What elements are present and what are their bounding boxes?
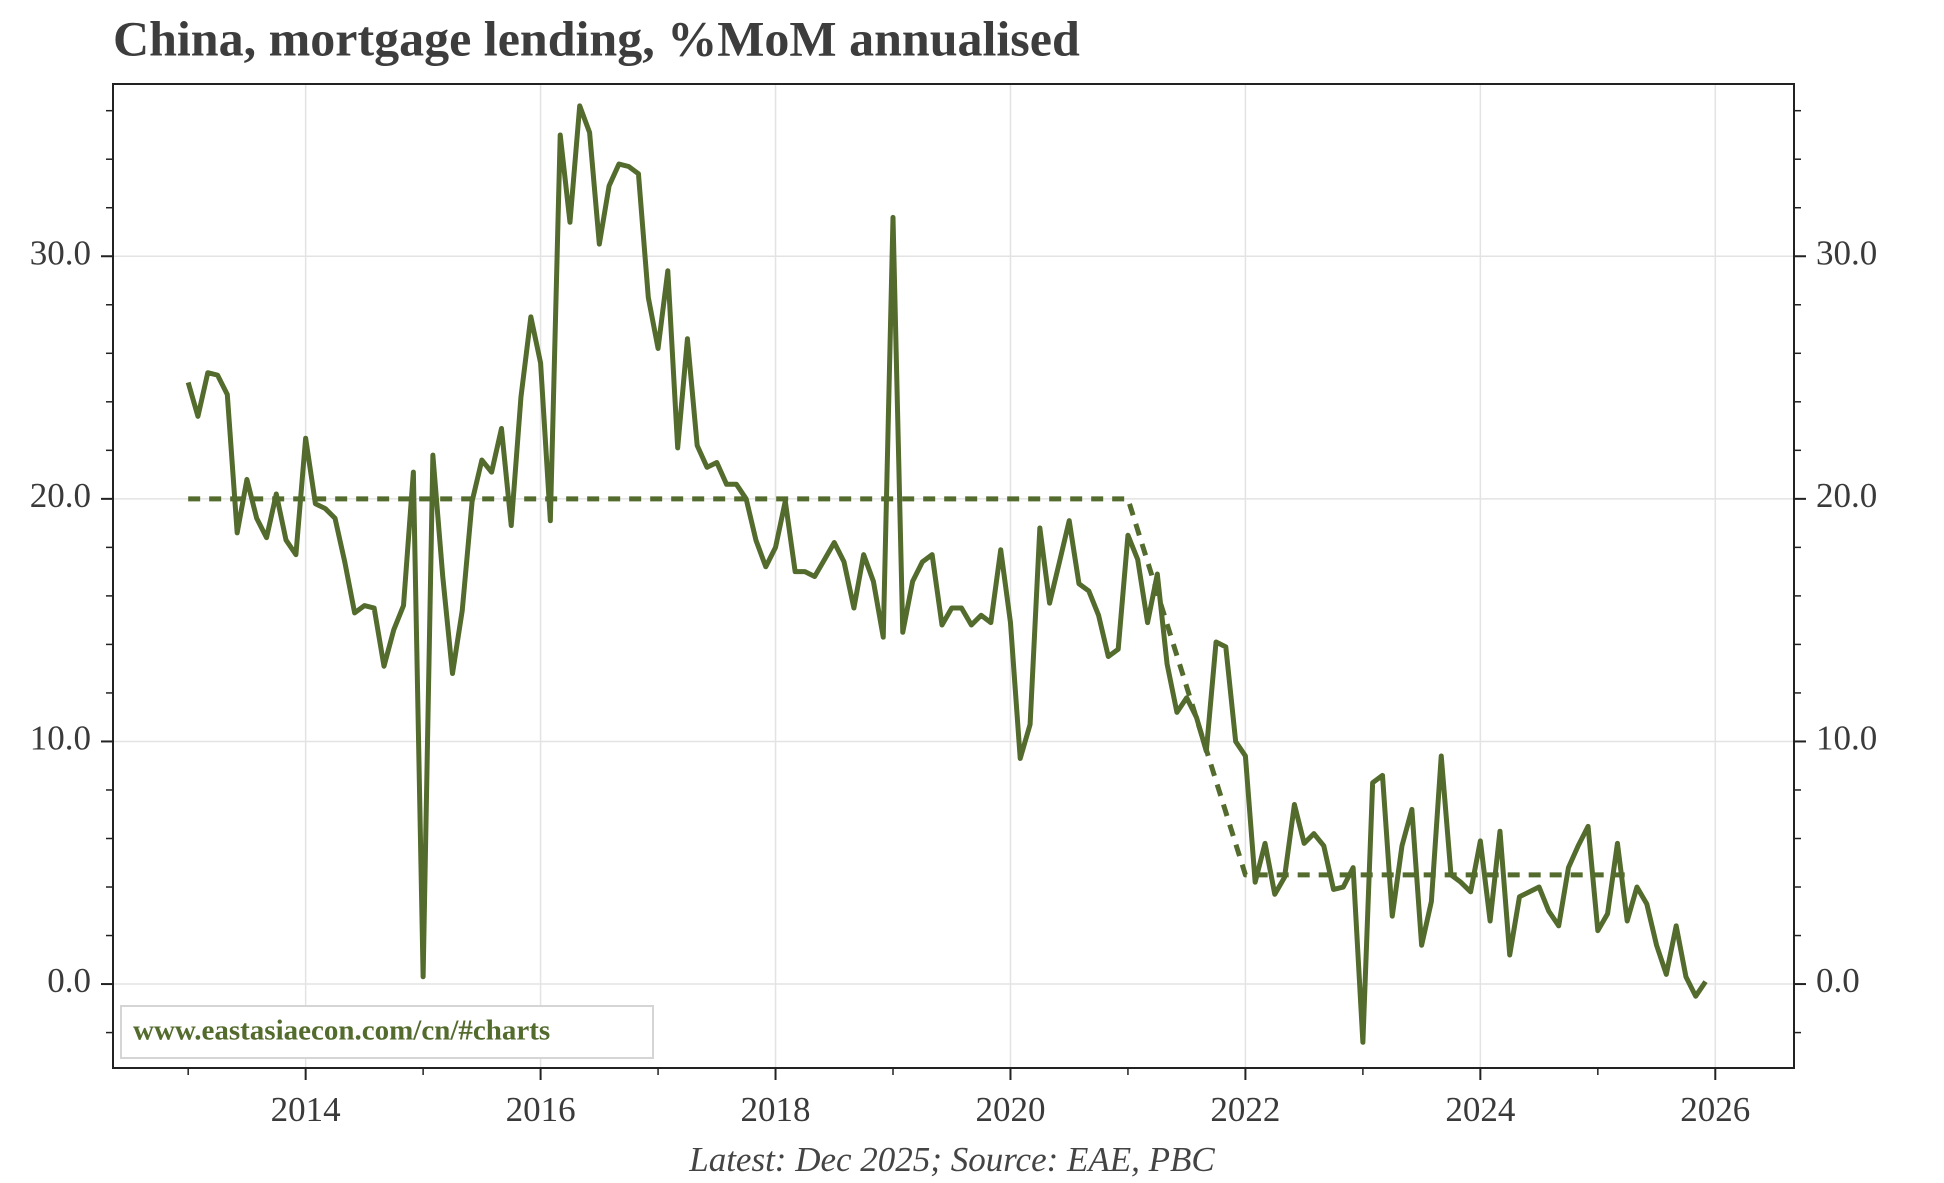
plot-frame — [112, 83, 1795, 1069]
x-tick-label: 2014 — [271, 1090, 341, 1129]
y-tick-label-right: 30.0 — [1816, 233, 1877, 272]
x-tick-label: 2026 — [1680, 1090, 1750, 1129]
y-tick-label-right: 20.0 — [1816, 476, 1877, 515]
x-tick-label: 2024 — [1445, 1090, 1515, 1129]
y-tick-label: 30.0 — [30, 233, 91, 272]
x-tick-label: 2020 — [975, 1090, 1045, 1129]
x-tick-label: 2022 — [1210, 1090, 1280, 1129]
chart-title: China, mortgage lending, %MoM annualised — [113, 10, 1080, 66]
trend-line — [188, 496, 1628, 878]
watermark-box — [120, 1005, 654, 1059]
source-note: Latest: Dec 2025; Source: EAE, PBC — [688, 1140, 1215, 1178]
y-tick-label: 0.0 — [47, 961, 91, 1000]
x-tick-label: 2018 — [741, 1090, 811, 1129]
x-tick-label: 2016 — [506, 1090, 576, 1129]
y-tick-label: 20.0 — [30, 476, 91, 515]
watermark: www.eastasiaecon.com/cn/#charts — [133, 1015, 550, 1047]
y-tick-label-right: 0.0 — [1816, 961, 1860, 1000]
data-line — [185, 103, 1708, 1045]
y-tick-label: 10.0 — [30, 718, 91, 757]
y-tick-label-right: 10.0 — [1816, 718, 1877, 757]
